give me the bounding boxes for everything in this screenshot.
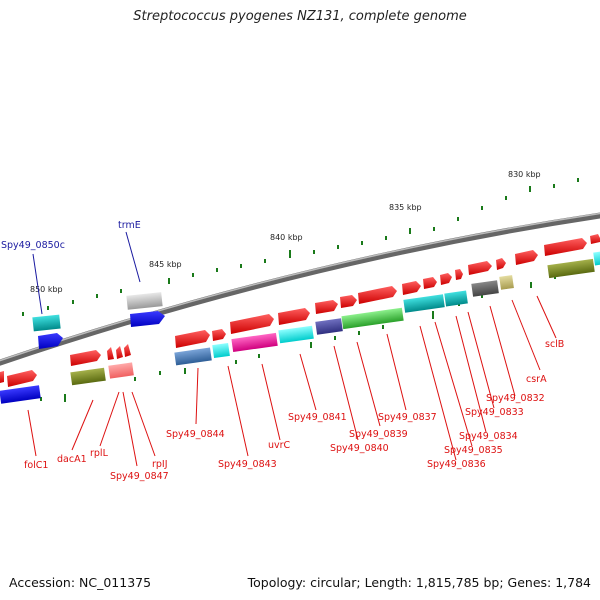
tick-label: 835 kbp: [389, 203, 422, 212]
gene-label[interactable]: uvrC: [268, 440, 291, 451]
gene-feature[interactable]: [315, 300, 338, 314]
gene-feature[interactable]: [116, 346, 123, 359]
gene-label[interactable]: Spy49_0837: [378, 412, 437, 423]
gene-feature[interactable]: [590, 234, 600, 244]
tick-label: 845 kbp: [149, 260, 182, 269]
gene-feature[interactable]: [126, 292, 163, 310]
gene-feature[interactable]: [130, 311, 165, 327]
gene-label[interactable]: Spy49_0832: [486, 393, 545, 404]
gene-label[interactable]: Spy49_0843: [218, 459, 277, 470]
gene-label[interactable]: rplL: [90, 448, 109, 459]
gene-label[interactable]: Spy49_0836: [427, 459, 486, 470]
gene-feature[interactable]: [38, 333, 63, 349]
gene-feature[interactable]: [544, 238, 587, 256]
gene-label[interactable]: Spy49_0850c: [1, 240, 65, 251]
gene-feature[interactable]: [212, 329, 226, 341]
gene-label[interactable]: sclB: [545, 339, 564, 350]
gene-feature[interactable]: [70, 367, 106, 386]
gene-feature[interactable]: [340, 295, 357, 308]
gene-label[interactable]: Spy49_0841: [288, 412, 347, 423]
gene-feature[interactable]: [496, 258, 506, 270]
gene-feature[interactable]: [593, 251, 600, 266]
gene-feature[interactable]: [444, 290, 468, 307]
gene-feature[interactable]: [455, 269, 463, 280]
gene-feature[interactable]: [231, 332, 278, 352]
gene-label[interactable]: Spy49_0844: [166, 429, 225, 440]
gene-label[interactable]: csrA: [526, 374, 547, 385]
gene-feature[interactable]: [230, 314, 274, 334]
inner-gene-ring: [0, 251, 600, 404]
gene-feature[interactable]: [174, 347, 212, 366]
gene-feature[interactable]: [471, 280, 499, 297]
tick-marks: [22, 178, 579, 316]
gene-label[interactable]: Spy49_0834: [459, 431, 518, 442]
gene-feature[interactable]: [499, 275, 514, 290]
gene-feature[interactable]: [440, 273, 452, 285]
tick-label: 830 kbp: [508, 170, 541, 179]
gene-label[interactable]: Spy49_0847: [110, 471, 169, 482]
gene-feature[interactable]: [515, 250, 538, 265]
map-title: Streptococcus pyogenes NZ131, complete g…: [133, 9, 467, 24]
gene-feature[interactable]: [0, 385, 41, 404]
gene-feature[interactable]: [315, 318, 343, 335]
gene-feature[interactable]: [32, 314, 61, 332]
gene-feature[interactable]: [358, 286, 397, 304]
below-leaders: [27, 295, 557, 467]
gene-feature[interactable]: [212, 342, 230, 359]
gene-feature[interactable]: [278, 325, 314, 344]
gene-feature[interactable]: [0, 371, 4, 383]
gene-label[interactable]: rpIJ: [152, 459, 168, 470]
above-leaders: [32, 231, 141, 315]
gene-feature[interactable]: [468, 261, 492, 275]
forward-gene-row: [0, 234, 600, 387]
gene-feature[interactable]: [547, 258, 595, 279]
gene-feature[interactable]: [124, 344, 131, 357]
gene-label[interactable]: Spy49_0833: [465, 407, 524, 418]
gene-label[interactable]: trmE: [118, 220, 141, 231]
gene-feature[interactable]: [175, 330, 210, 348]
gene-label[interactable]: Spy49_0840: [330, 443, 389, 454]
gene-feature[interactable]: [403, 294, 445, 313]
gene-feature[interactable]: [423, 277, 437, 289]
tick-label: 850 kbp: [30, 285, 63, 294]
gene-label[interactable]: folC1: [24, 460, 48, 471]
gene-feature[interactable]: [107, 347, 114, 360]
gene-feature[interactable]: [402, 281, 421, 295]
gene-feature[interactable]: [7, 370, 37, 387]
gene-label[interactable]: Spy49_0835: [444, 445, 503, 456]
gene-feature[interactable]: [341, 307, 404, 330]
accession-text: Accession: NC_011375: [9, 575, 152, 590]
gene-label[interactable]: Spy49_0839: [349, 429, 408, 440]
genome-backbone: [0, 212, 600, 366]
gene-feature[interactable]: [70, 350, 101, 366]
gene-label[interactable]: dacA1: [57, 454, 87, 465]
gene-feature[interactable]: [278, 308, 310, 325]
gene-feature[interactable]: [108, 362, 134, 379]
topology-text: Topology: circular; Length: 1,815,785 bp…: [247, 575, 591, 590]
outer-gene-ring: [32, 292, 165, 349]
tick-label: 840 kbp: [270, 233, 303, 242]
